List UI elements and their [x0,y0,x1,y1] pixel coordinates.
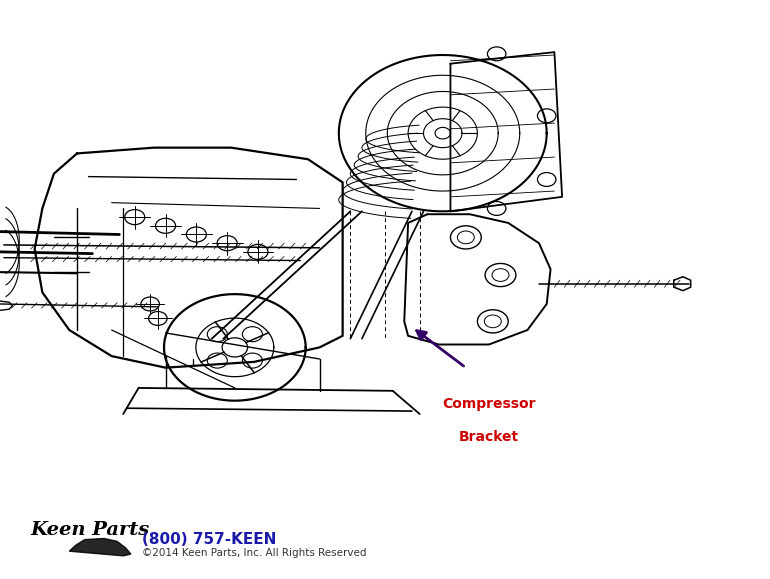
Text: Bracket: Bracket [459,430,519,444]
Polygon shape [69,538,131,556]
Text: ©2014 Keen Parts, Inc. All Rights Reserved: ©2014 Keen Parts, Inc. All Rights Reserv… [142,548,367,558]
Text: Compressor: Compressor [442,397,536,411]
Text: Keen Parts: Keen Parts [31,521,150,539]
Text: (800) 757-KEEN: (800) 757-KEEN [142,532,277,547]
